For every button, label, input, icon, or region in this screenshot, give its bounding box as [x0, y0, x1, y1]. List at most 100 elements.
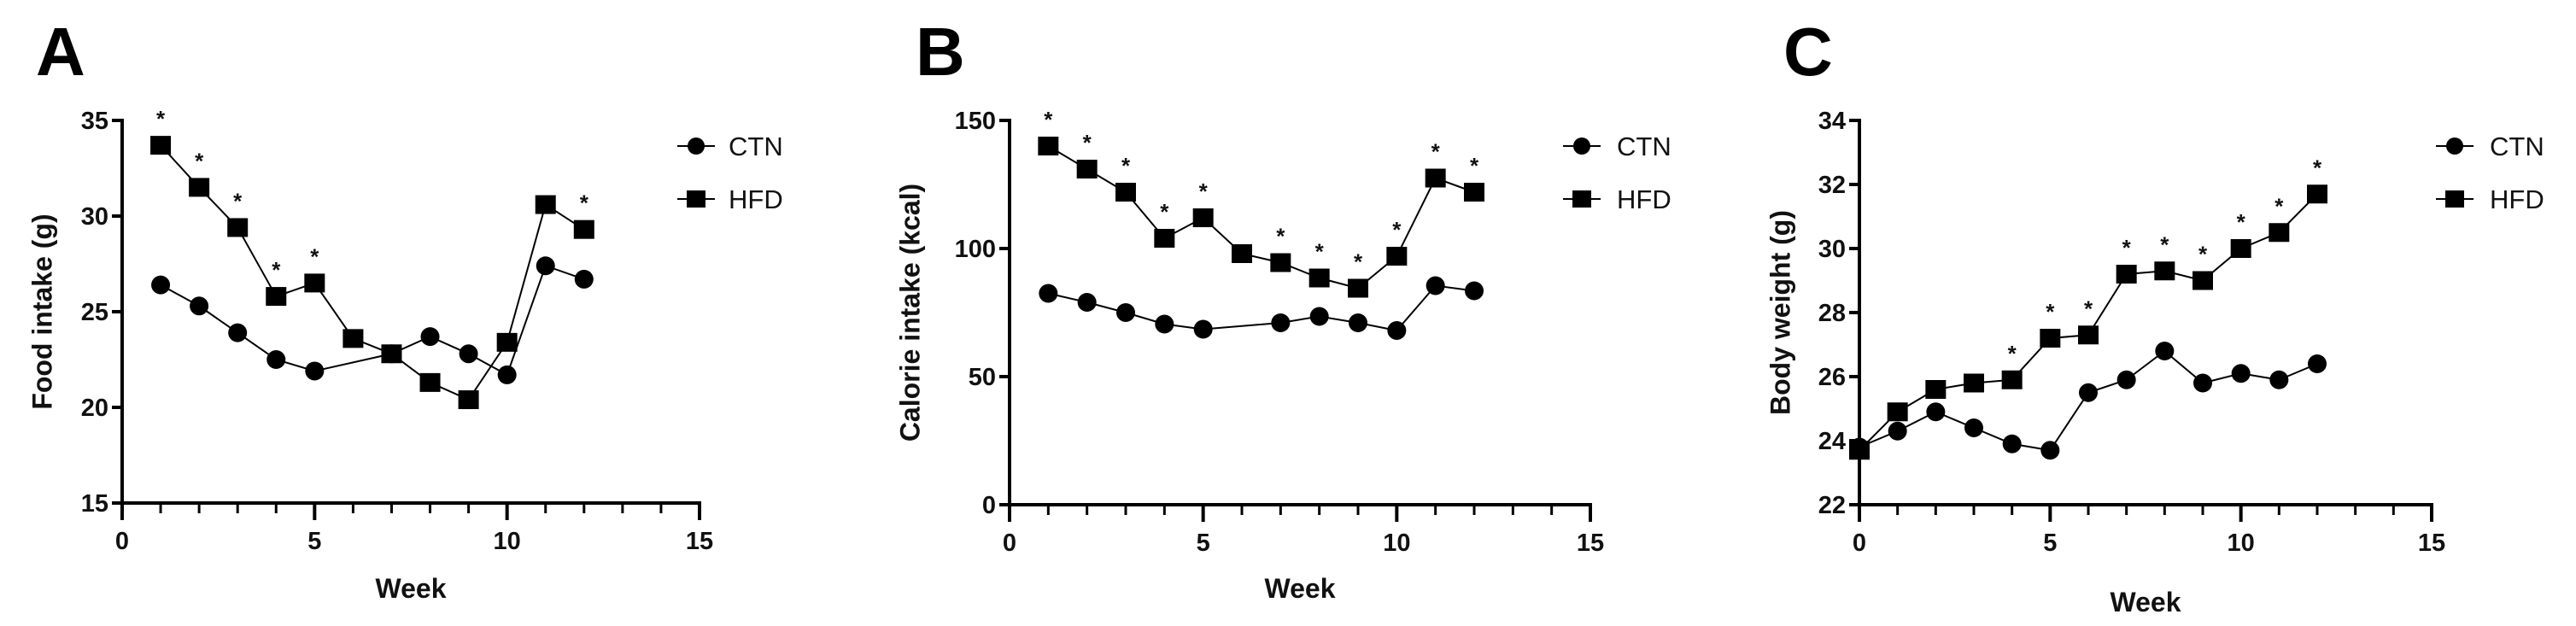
series-hfd [150, 136, 594, 410]
y-tick-label: 25 [81, 299, 108, 326]
x-tick-label: 15 [1577, 529, 1604, 557]
legend-circle-icon [2446, 137, 2463, 155]
y-tick-label: 100 [955, 236, 996, 263]
panel-a: A 15 20 25 30 35 0 5 10 15 Week Food intake (g) CTN H… [26, 14, 782, 604]
data-point-square [1154, 229, 1175, 248]
data-point-circle [459, 344, 478, 364]
data-point-square [535, 195, 556, 214]
y-axis-title: Food intake (g) [26, 214, 57, 409]
data-point-square [2193, 271, 2213, 290]
significance-asterisk: * [2313, 155, 2322, 180]
data-point-circle [2155, 342, 2175, 360]
data-point-circle [228, 323, 248, 342]
legend-square-icon [2445, 190, 2464, 208]
significance-asterisk: * [2008, 341, 2017, 366]
data-point-square [1386, 247, 1408, 266]
significance-asterisk: * [2160, 231, 2169, 257]
significance-asterisk: * [1470, 153, 1479, 178]
data-point-circle [2269, 370, 2289, 389]
data-point-square [2001, 370, 2023, 389]
data-point-square [1849, 441, 1870, 460]
data-point-square [304, 273, 325, 293]
data-point-circle [2116, 370, 2136, 389]
y-tick-label: 35 [81, 108, 108, 135]
significance-asterisk: * [310, 243, 319, 269]
data-point-square [2078, 325, 2099, 345]
series-ctn [1850, 342, 2327, 460]
data-point-circle [574, 269, 594, 289]
x-tick-label: 10 [2228, 529, 2255, 557]
x-tick-label: 15 [2418, 529, 2445, 557]
x-axis-title: Week [375, 573, 446, 604]
data-point-circle [1888, 421, 1907, 441]
data-point-square [189, 178, 210, 197]
series-line [160, 264, 585, 377]
x-tick-label: 5 [2043, 529, 2057, 557]
data-point-circle [2079, 383, 2098, 402]
panel-c: C 22 24 26 28 30 32 34 0 5 10 15 Week Body weight (g)… [1765, 14, 2544, 617]
data-point-square [458, 390, 479, 410]
panel-letter: B [916, 14, 965, 90]
y-tick-label: 30 [81, 203, 108, 231]
x-tick-label: 0 [1003, 529, 1016, 557]
data-point-square [1115, 183, 1136, 202]
significance-asterisk: * [272, 257, 281, 283]
significance-asterisk: * [233, 188, 243, 214]
x-tick-label: 5 [1197, 529, 1210, 557]
legend-circle-icon [688, 137, 705, 155]
data-point-circle [1116, 303, 1135, 322]
legend-label: HFD [1617, 184, 1671, 214]
data-point-square [1232, 244, 1252, 263]
data-point-square [227, 218, 249, 237]
legend-label: HFD [2490, 184, 2544, 214]
data-point-square [1308, 268, 1330, 288]
data-point-square [1270, 253, 1291, 272]
data-point-circle [2308, 354, 2327, 373]
significance-asterisk: * [2198, 242, 2208, 267]
x-tick-label: 10 [494, 528, 521, 555]
significance-asterisk: * [2274, 193, 2284, 219]
y-tick-label: 0 [982, 492, 996, 519]
data-point-circle [1155, 314, 1174, 334]
data-point-circle [1465, 281, 1484, 301]
data-point-circle [2002, 434, 2022, 453]
data-point-square [496, 332, 518, 352]
legend-circle-icon [1573, 137, 1590, 155]
data-point-square [1425, 168, 1446, 188]
legend-label: CTN [729, 132, 783, 161]
significance-asterisk: * [1315, 239, 1325, 265]
data-point-square [1887, 402, 1908, 422]
data-point-circle [1349, 313, 1367, 332]
data-point-circle [1426, 276, 1445, 295]
data-point-square [1464, 183, 1484, 202]
legend-square-icon [1572, 190, 1591, 208]
data-point-circle [1271, 313, 1291, 332]
y-tick-label: 22 [1818, 492, 1846, 519]
significance-asterisk: * [2046, 299, 2055, 325]
significance-asterisk: * [1160, 199, 1169, 225]
series-line [160, 144, 585, 401]
y-tick-label: 28 [1818, 300, 1846, 327]
significance-asterisk: * [580, 190, 589, 216]
data-point-square [1192, 208, 1214, 227]
significance-asterisk: * [1354, 249, 1363, 275]
significance-asterisk: * [1083, 130, 1092, 155]
data-point-square [2269, 223, 2290, 243]
legend-label: CTN [1617, 132, 1671, 161]
data-point-circle [1964, 418, 1983, 437]
series-ctn [151, 256, 594, 384]
x-axis-title: Week [2110, 587, 2181, 617]
data-point-circle [266, 350, 286, 369]
series-hfd [1849, 184, 2327, 460]
data-point-square [419, 372, 441, 392]
y-tick-label: 34 [1818, 108, 1846, 135]
significance-asterisk: * [1392, 217, 1402, 243]
data-point-square [2040, 329, 2061, 348]
data-point-square [150, 136, 172, 155]
significance-asterisk: * [195, 148, 204, 173]
data-point-circle [1309, 307, 1329, 326]
data-point-square [266, 287, 287, 307]
y-tick-label: 150 [955, 108, 996, 135]
data-point-circle [2040, 441, 2060, 460]
